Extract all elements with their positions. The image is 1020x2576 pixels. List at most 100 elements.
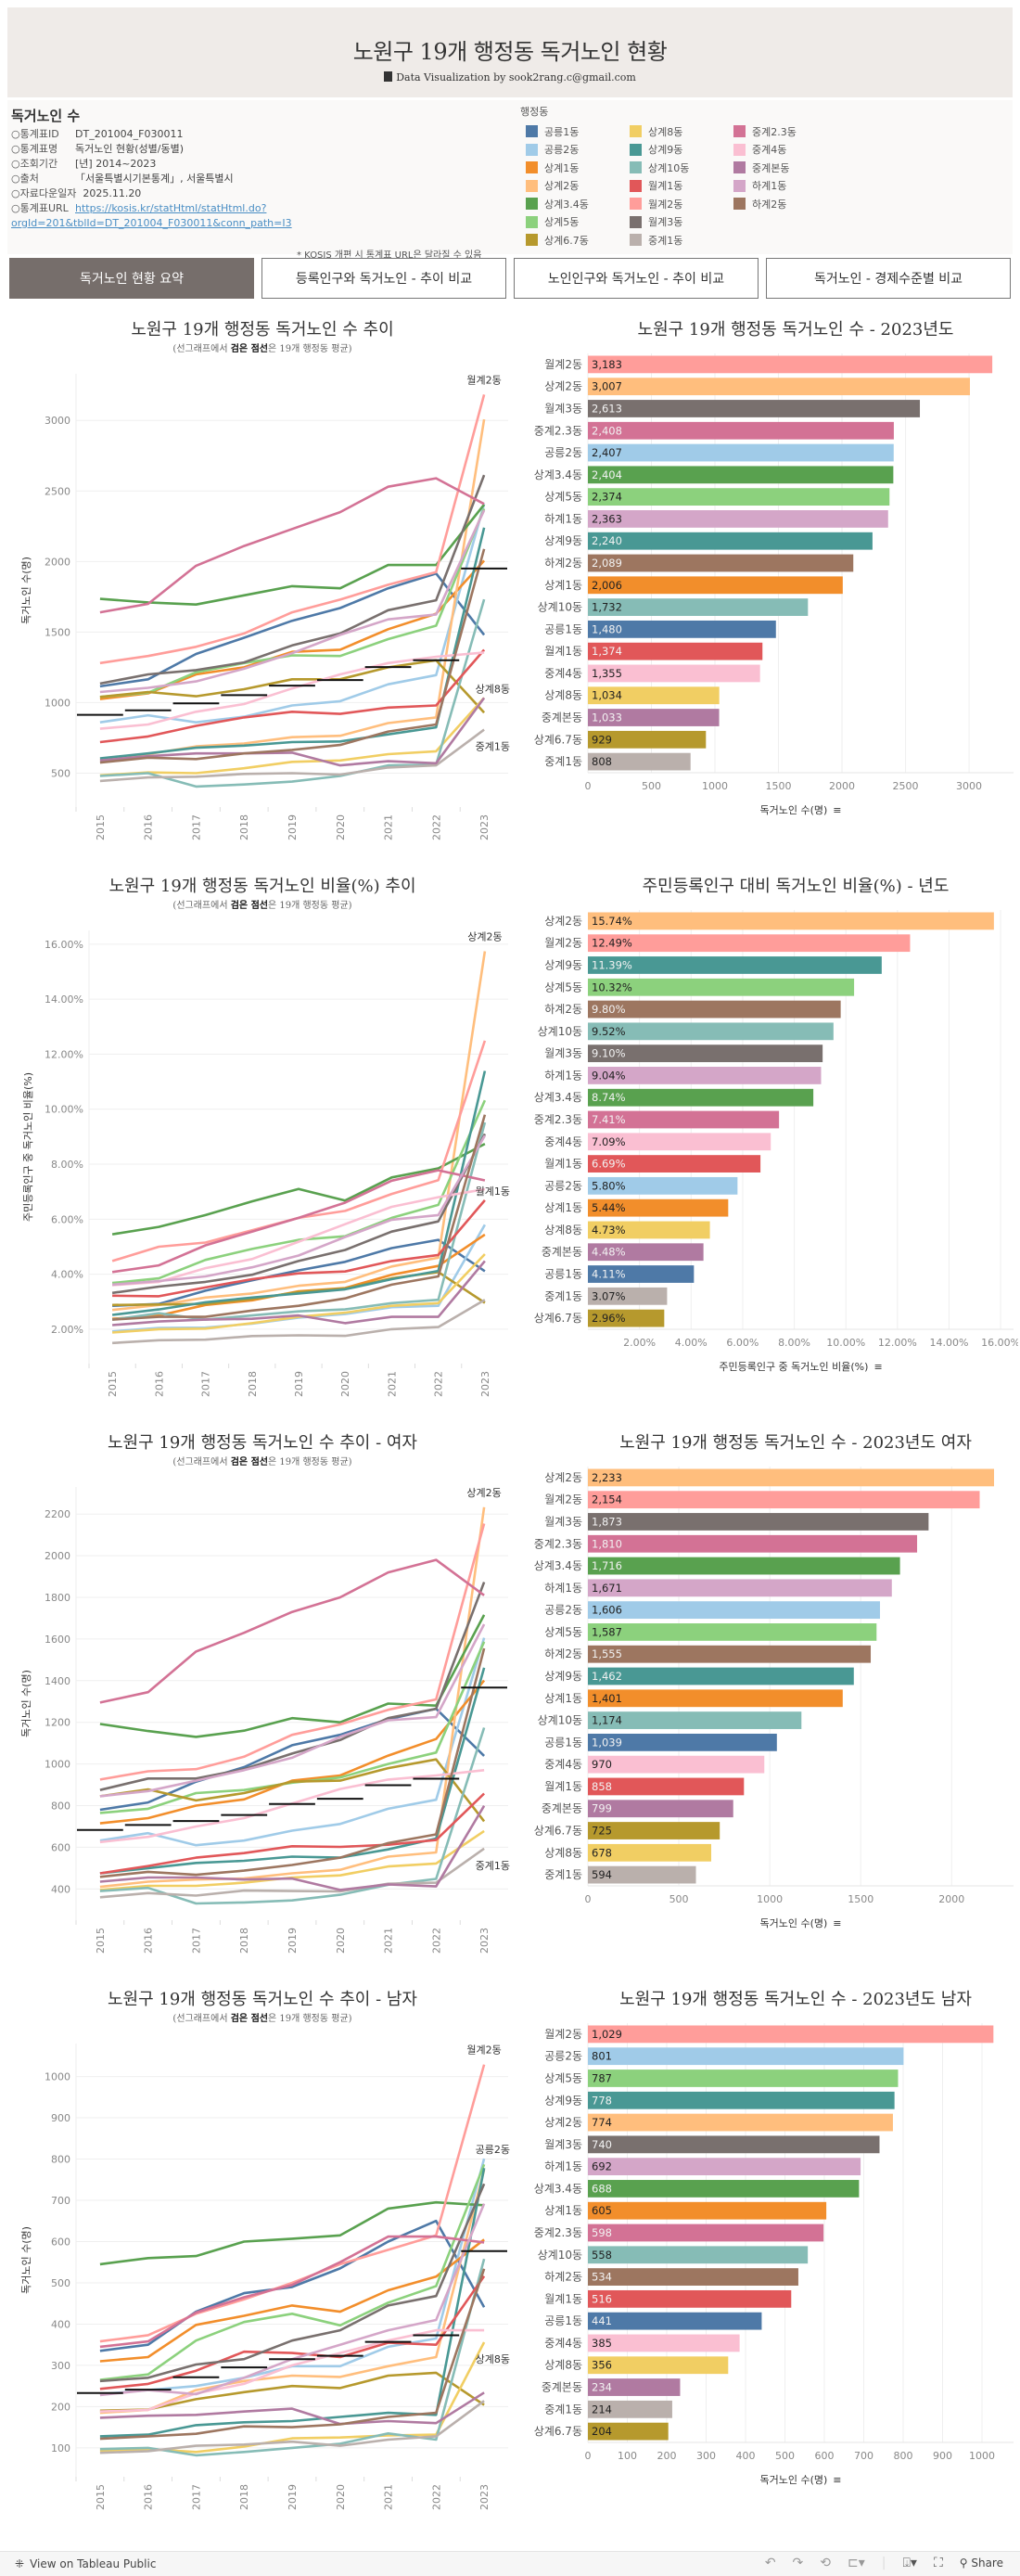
bar-중계1동[interactable] bbox=[588, 752, 691, 771]
series-line-공릉2동[interactable] bbox=[99, 504, 486, 724]
series-line-상계6.7동[interactable] bbox=[99, 659, 486, 714]
bar-월계2동[interactable] bbox=[588, 355, 993, 374]
view-on-tableau-link[interactable]: ⁜ View on Tableau Public bbox=[15, 2557, 156, 2570]
bar-중계4동[interactable] bbox=[588, 2334, 740, 2352]
series-line-월계1동[interactable] bbox=[99, 648, 486, 744]
legend-item[interactable]: 월계1동 bbox=[630, 177, 733, 196]
series-line-중계2.3동[interactable] bbox=[99, 2235, 485, 2349]
bar-월계1동[interactable] bbox=[588, 642, 763, 660]
series-line-중계본동[interactable] bbox=[99, 697, 486, 767]
series-line-상계3.4동[interactable] bbox=[99, 1614, 486, 1738]
bar-상계1동[interactable] bbox=[588, 1689, 843, 1708]
tab-1[interactable]: 독거노인 현황 요약 bbox=[9, 258, 254, 299]
bar-상계6.7동[interactable] bbox=[588, 730, 707, 749]
bar-상계2동[interactable] bbox=[588, 912, 994, 930]
legend-item[interactable]: 상계3.4동 bbox=[526, 195, 630, 213]
bar-월계3동[interactable] bbox=[588, 2135, 880, 2154]
bar-공릉1동[interactable] bbox=[588, 620, 776, 638]
series-line-월계3동[interactable] bbox=[111, 1133, 487, 1295]
series-line-상계10동[interactable] bbox=[111, 1121, 487, 1321]
sort-icon[interactable]: ≡ bbox=[833, 1917, 841, 1929]
legend-item[interactable]: 중계4동 bbox=[733, 141, 837, 160]
bar-상계10동[interactable] bbox=[588, 2246, 809, 2264]
series-line-중계4동[interactable] bbox=[99, 651, 485, 730]
bar-월계2동[interactable] bbox=[588, 2025, 994, 2044]
bar-상계5동[interactable] bbox=[588, 978, 855, 996]
series-line-하계2동[interactable] bbox=[99, 548, 486, 764]
bar-상계6.7동[interactable] bbox=[588, 1822, 720, 1839]
bar-하계1동[interactable] bbox=[588, 2158, 861, 2176]
series-line-상계2동[interactable] bbox=[111, 951, 487, 1312]
bar-중계1동[interactable] bbox=[588, 1287, 668, 1305]
series-line-상계9동[interactable] bbox=[99, 2168, 486, 2438]
bar-공릉2동[interactable] bbox=[588, 443, 894, 462]
bar-월계3동[interactable] bbox=[588, 1513, 929, 1531]
bar-하계2동[interactable] bbox=[588, 1000, 841, 1019]
sort-icon[interactable]: ≡ bbox=[833, 804, 841, 816]
series-line-하계2동[interactable] bbox=[99, 2268, 486, 2441]
bar-상계10동[interactable] bbox=[588, 1022, 834, 1041]
bar-상계3.4동[interactable] bbox=[588, 466, 894, 484]
bar-하계1동[interactable] bbox=[588, 1067, 822, 1084]
bar-하계1동[interactable] bbox=[588, 1579, 892, 1597]
series-line-상계3.4동[interactable] bbox=[111, 1142, 486, 1236]
series-line-공릉1동[interactable] bbox=[112, 1238, 486, 1307]
series-line-월계1동[interactable] bbox=[99, 2275, 486, 2390]
bar-중계2.3동[interactable] bbox=[588, 1110, 780, 1129]
bar-상계2동[interactable] bbox=[588, 1468, 995, 1487]
series-line-월계1동[interactable] bbox=[112, 1199, 486, 1298]
series-line-상계2동[interactable] bbox=[99, 418, 486, 762]
bar-상계9동[interactable] bbox=[588, 956, 882, 974]
bar-상계9동[interactable] bbox=[588, 532, 873, 550]
series-line-공릉1동[interactable] bbox=[99, 1707, 486, 1812]
bar-상계8동[interactable] bbox=[588, 2356, 729, 2375]
series-line-하계1동[interactable] bbox=[111, 1134, 487, 1287]
bar-공릉1동[interactable] bbox=[588, 2312, 762, 2330]
legend-item[interactable]: 상계2동 bbox=[526, 177, 630, 196]
series-line-하계1동[interactable] bbox=[99, 509, 486, 694]
bar-상계5동[interactable] bbox=[588, 1623, 877, 1641]
bar-상계1동[interactable] bbox=[588, 576, 843, 595]
bar-상계6.7동[interactable] bbox=[588, 1309, 665, 1327]
bar-상계9동[interactable] bbox=[588, 2091, 895, 2109]
undo-icon[interactable]: ↶ bbox=[764, 2556, 776, 2570]
legend-item[interactable]: 하계2동 bbox=[733, 195, 837, 213]
legend-item[interactable]: 월계2동 bbox=[630, 195, 733, 213]
bar-공릉1동[interactable] bbox=[588, 1265, 695, 1283]
bar-하계2동[interactable] bbox=[588, 2268, 798, 2286]
bar-공릉2동[interactable] bbox=[588, 1176, 738, 1195]
series-line-상계8동[interactable] bbox=[99, 697, 486, 777]
bar-상계1동[interactable] bbox=[588, 1198, 729, 1217]
series-line-중계1동[interactable] bbox=[99, 2400, 485, 2454]
series-line-중계본동[interactable] bbox=[99, 2391, 485, 2426]
bar-월계2동[interactable] bbox=[588, 934, 911, 953]
bar-상계6.7동[interactable] bbox=[588, 2422, 669, 2441]
series-line-상계3.4동[interactable] bbox=[99, 2200, 485, 2266]
bar-월계1동[interactable] bbox=[588, 2289, 792, 2308]
series-line-상계5동[interactable] bbox=[99, 1641, 486, 1814]
bar-중계2.3동[interactable] bbox=[588, 2224, 824, 2242]
bar-상계2동[interactable] bbox=[588, 378, 971, 396]
bar-공릉2동[interactable] bbox=[588, 2047, 904, 2066]
series-line-상계5동[interactable] bbox=[99, 2163, 486, 2381]
download-icon[interactable]: ⍗▾ bbox=[902, 2556, 917, 2570]
series-line-상계6.7동[interactable] bbox=[99, 2371, 485, 2413]
legend-item[interactable]: 중계1동 bbox=[630, 231, 733, 250]
bar-상계8동[interactable] bbox=[588, 686, 720, 705]
tab-2[interactable]: 등록인구와 독거노인 - 추이 비교 bbox=[261, 258, 506, 299]
series-line-하계1동[interactable] bbox=[99, 1623, 486, 1798]
legend-item[interactable]: 상계10동 bbox=[630, 159, 733, 177]
bar-상계3.4동[interactable] bbox=[588, 1557, 900, 1575]
bar-월계3동[interactable] bbox=[588, 1044, 823, 1063]
series-line-월계2동[interactable] bbox=[111, 1040, 487, 1262]
legend-item[interactable]: 중계2.3동 bbox=[733, 122, 837, 141]
bar-중계본동[interactable] bbox=[588, 709, 720, 726]
fullscreen-icon[interactable]: ⛶ bbox=[933, 2556, 943, 2570]
series-line-중계2.3동[interactable] bbox=[99, 1558, 485, 1704]
series-line-월계3동[interactable] bbox=[99, 474, 486, 686]
bar-하계2동[interactable] bbox=[588, 1645, 872, 1663]
redo-icon[interactable]: ↷ bbox=[792, 2556, 804, 2570]
series-line-월계2동[interactable] bbox=[99, 394, 486, 665]
pause-updates-icon[interactable]: ⊏▾ bbox=[848, 2556, 865, 2570]
series-line-상계8동[interactable] bbox=[112, 1253, 486, 1334]
